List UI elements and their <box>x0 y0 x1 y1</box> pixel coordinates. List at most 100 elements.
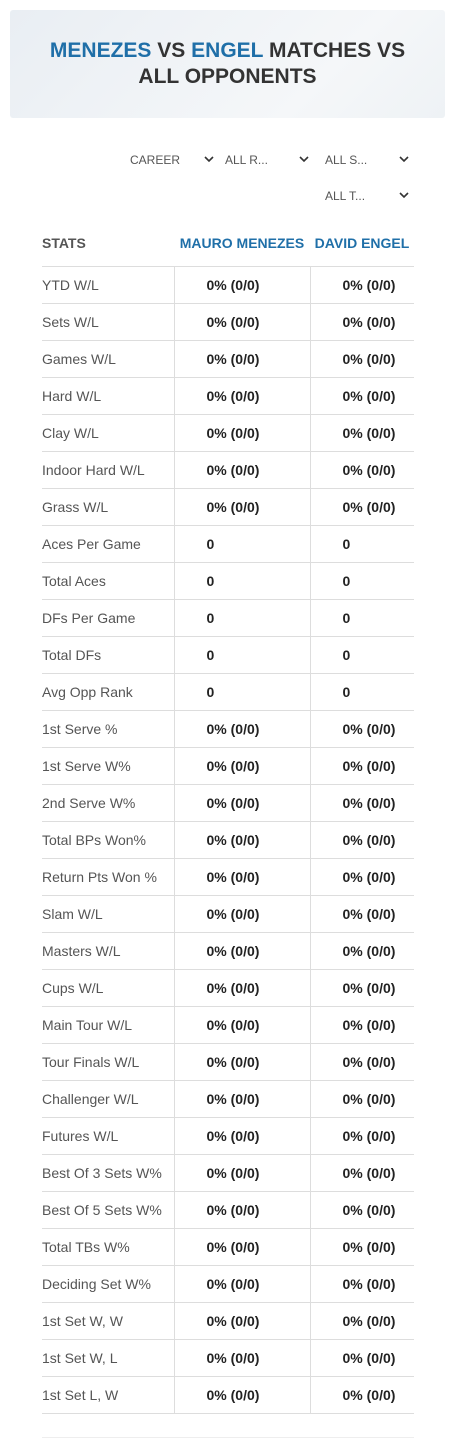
stat-value: 0% (0/0) <box>173 710 310 748</box>
stat-value: 0% (0/0) <box>173 377 310 415</box>
stat-label: Grass W/L <box>42 488 174 526</box>
stat-label: Masters W/L <box>42 932 174 970</box>
stat-row: 1st Set W, W 0% (0/0) 0% (0/0) <box>42 1302 414 1340</box>
dropdown-label: ALL S... <box>325 153 368 167</box>
dropdown-label: ALL T... <box>325 189 366 203</box>
divider <box>42 1437 414 1438</box>
stat-label: Tour Finals W/L <box>42 1043 174 1081</box>
stat-value: 0% (0/0) <box>309 895 414 933</box>
stats-header: STATS <box>42 220 174 267</box>
stat-label: Total TBs W% <box>42 1228 174 1266</box>
stat-label: DFs Per Game <box>42 599 174 637</box>
stat-label: Avg Opp Rank <box>42 673 174 711</box>
title-text: VS <box>157 39 186 62</box>
stat-value: 0% (0/0) <box>309 821 414 859</box>
stat-row: DFs Per Game 0 0 <box>42 599 414 637</box>
title-player: MENEZES <box>49 39 152 62</box>
stat-row: Challenger W/L 0% (0/0) 0% (0/0) <box>42 1080 414 1118</box>
stat-label: YTD W/L <box>42 266 174 304</box>
stat-value: 0% (0/0) <box>173 969 310 1007</box>
stat-value: 0% (0/0) <box>173 932 310 970</box>
stat-row: 1st Set W, L 0% (0/0) 0% (0/0) <box>42 1339 414 1377</box>
stat-row: Total Aces 0 0 <box>42 562 414 600</box>
stat-label: Hard W/L <box>42 377 174 415</box>
stat-label: Clay W/L <box>42 414 174 452</box>
dropdown[interactable]: ALL R... <box>225 150 311 170</box>
stat-row: Best Of 5 Sets W% 0% (0/0) 0% (0/0) <box>42 1191 414 1229</box>
stat-value: 0% (0/0) <box>309 932 414 970</box>
dropdown[interactable]: ALL S... <box>325 150 411 170</box>
stat-value: 0% (0/0) <box>173 451 310 489</box>
stat-label: 1st Serve % <box>42 710 174 748</box>
stat-row: Avg Opp Rank 0 0 <box>42 673 414 711</box>
stat-row: Cups W/L 0% (0/0) 0% (0/0) <box>42 969 414 1007</box>
stat-value: 0 <box>173 562 310 600</box>
stat-row: Main Tour W/L 0% (0/0) 0% (0/0) <box>42 1006 414 1044</box>
stat-label: Cups W/L <box>42 969 174 1007</box>
stat-label: Best Of 5 Sets W% <box>42 1191 174 1229</box>
stat-value: 0% (0/0) <box>173 266 310 304</box>
stat-value: 0% (0/0) <box>173 1228 310 1266</box>
stat-value: 0% (0/0) <box>309 1043 414 1081</box>
stat-value: 0% (0/0) <box>309 747 414 785</box>
stat-value: 0% (0/0) <box>173 340 310 378</box>
stat-value: 0% (0/0) <box>309 1154 414 1192</box>
table-body: YTD W/L 0% (0/0) 0% (0/0) Sets W/L 0% (0/0) 0… <box>42 266 414 1414</box>
stat-row: Masters W/L 0% (0/0) 0% (0/0) <box>42 932 414 970</box>
stat-row: Hard W/L 0% (0/0) 0% (0/0) <box>42 377 414 415</box>
stat-label: 1st Serve W% <box>42 747 174 785</box>
stat-value: 0% (0/0) <box>173 1117 310 1155</box>
stat-row: Best Of 3 Sets W% 0% (0/0) 0% (0/0) <box>42 1154 414 1192</box>
player-header[interactable]: DAVID ENGEL <box>310 220 414 267</box>
stat-value: 0% (0/0) <box>309 969 414 1007</box>
stat-label: 1st Set W, L <box>42 1339 174 1377</box>
stat-row: Clay W/L 0% (0/0) 0% (0/0) <box>42 414 414 452</box>
title-player: ENGEL <box>191 39 264 62</box>
player-header[interactable]: MAURO MENEZES <box>174 220 310 267</box>
stat-value: 0 <box>309 562 414 600</box>
stat-value: 0% (0/0) <box>309 1302 414 1340</box>
stat-row: Grass W/L 0% (0/0) 0% (0/0) <box>42 488 414 526</box>
title-text: MATCHES VS ALL OPPONENTS <box>138 39 406 88</box>
dropdown[interactable]: ALL T... <box>325 186 411 206</box>
stat-value: 0 <box>309 525 414 563</box>
stat-label: Total BPs Won% <box>42 821 174 859</box>
stat-value: 0% (0/0) <box>173 1265 310 1303</box>
stats-table: STATS MAURO MENEZES DAVID ENGEL YTD W/L 0% (… <box>42 220 414 1414</box>
stat-value: 0% (0/0) <box>309 340 414 378</box>
stat-row: Total DFs 0 0 <box>42 636 414 674</box>
stat-label: Total DFs <box>42 636 174 674</box>
stat-row: YTD W/L 0% (0/0) 0% (0/0) <box>42 266 414 304</box>
stat-value: 0 <box>309 673 414 711</box>
chevron <box>399 156 409 163</box>
stat-label: Total Aces <box>42 562 174 600</box>
stat-label: 2nd Serve W% <box>42 784 174 822</box>
stat-value: 0% (0/0) <box>309 377 414 415</box>
stat-row: Games W/L 0% (0/0) 0% (0/0) <box>42 340 414 378</box>
header: MENEZES VS ENGEL MATCHES VS ALL OPPONENT… <box>10 10 445 118</box>
stat-label: 1st Set L, W <box>42 1376 174 1414</box>
stat-label: Aces Per Game <box>42 525 174 563</box>
stat-label: 1st Set W, W <box>42 1302 174 1340</box>
stat-value: 0% (0/0) <box>173 895 310 933</box>
stat-label: Sets W/L <box>42 303 174 341</box>
stat-row: Return Pts Won % 0% (0/0) 0% (0/0) <box>42 858 414 896</box>
header-row: STATS MAURO MENEZES DAVID ENGEL <box>42 220 414 267</box>
stat-row: 1st Serve % 0% (0/0) 0% (0/0) <box>42 710 414 748</box>
stat-value: 0% (0/0) <box>173 858 310 896</box>
stat-value: 0 <box>309 636 414 674</box>
stat-row: Total BPs Won% 0% (0/0) 0% (0/0) <box>42 821 414 859</box>
stat-value: 0% (0/0) <box>173 1376 310 1414</box>
stat-value: 0% (0/0) <box>309 1265 414 1303</box>
dropdown[interactable]: CAREER <box>130 150 216 170</box>
stat-row: 2nd Serve W% 0% (0/0) 0% (0/0) <box>42 784 414 822</box>
chevron <box>204 156 214 163</box>
stat-label: Futures W/L <box>42 1117 174 1155</box>
stat-row: Indoor Hard W/L 0% (0/0) 0% (0/0) <box>42 451 414 489</box>
stat-label: Deciding Set W% <box>42 1265 174 1303</box>
stat-value: 0% (0/0) <box>309 451 414 489</box>
stat-row: Tour Finals W/L 0% (0/0) 0% (0/0) <box>42 1043 414 1081</box>
stat-row: Sets W/L 0% (0/0) 0% (0/0) <box>42 303 414 341</box>
stat-value: 0% (0/0) <box>309 488 414 526</box>
stat-value: 0% (0/0) <box>309 303 414 341</box>
